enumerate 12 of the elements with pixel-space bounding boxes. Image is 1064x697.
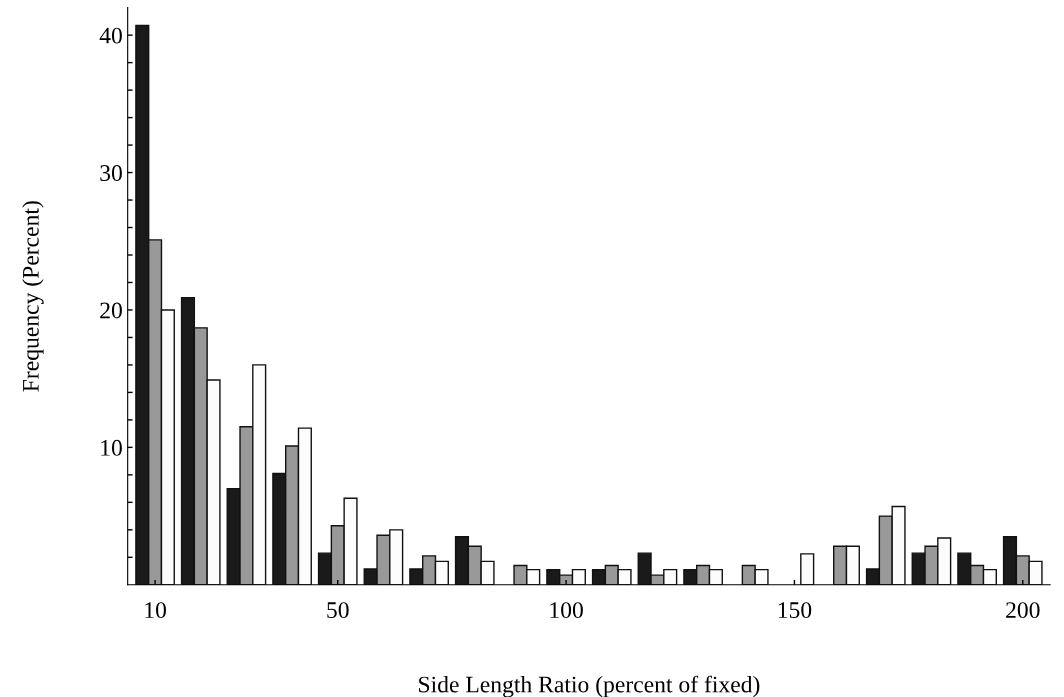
y-tick-label: 30 [100, 165, 122, 181]
x-tick-label: 150 [778, 602, 812, 619]
x-tick-label: 10 [145, 602, 166, 619]
y-tick-label: 20 [100, 302, 122, 319]
bar [800, 553, 815, 585]
y-tick-label: 40 [99, 27, 122, 44]
x-tick-label: 100 [550, 602, 583, 619]
y-tick-label: 10 [101, 439, 122, 456]
x-axis-title: Side Length Ratio (percent of fixed) [419, 675, 760, 697]
x-tick-label: 50 [327, 602, 349, 619]
y-axis-title: Frequency (Percent) [22, 201, 44, 392]
x-tick-label: 200 [1006, 602, 1040, 619]
